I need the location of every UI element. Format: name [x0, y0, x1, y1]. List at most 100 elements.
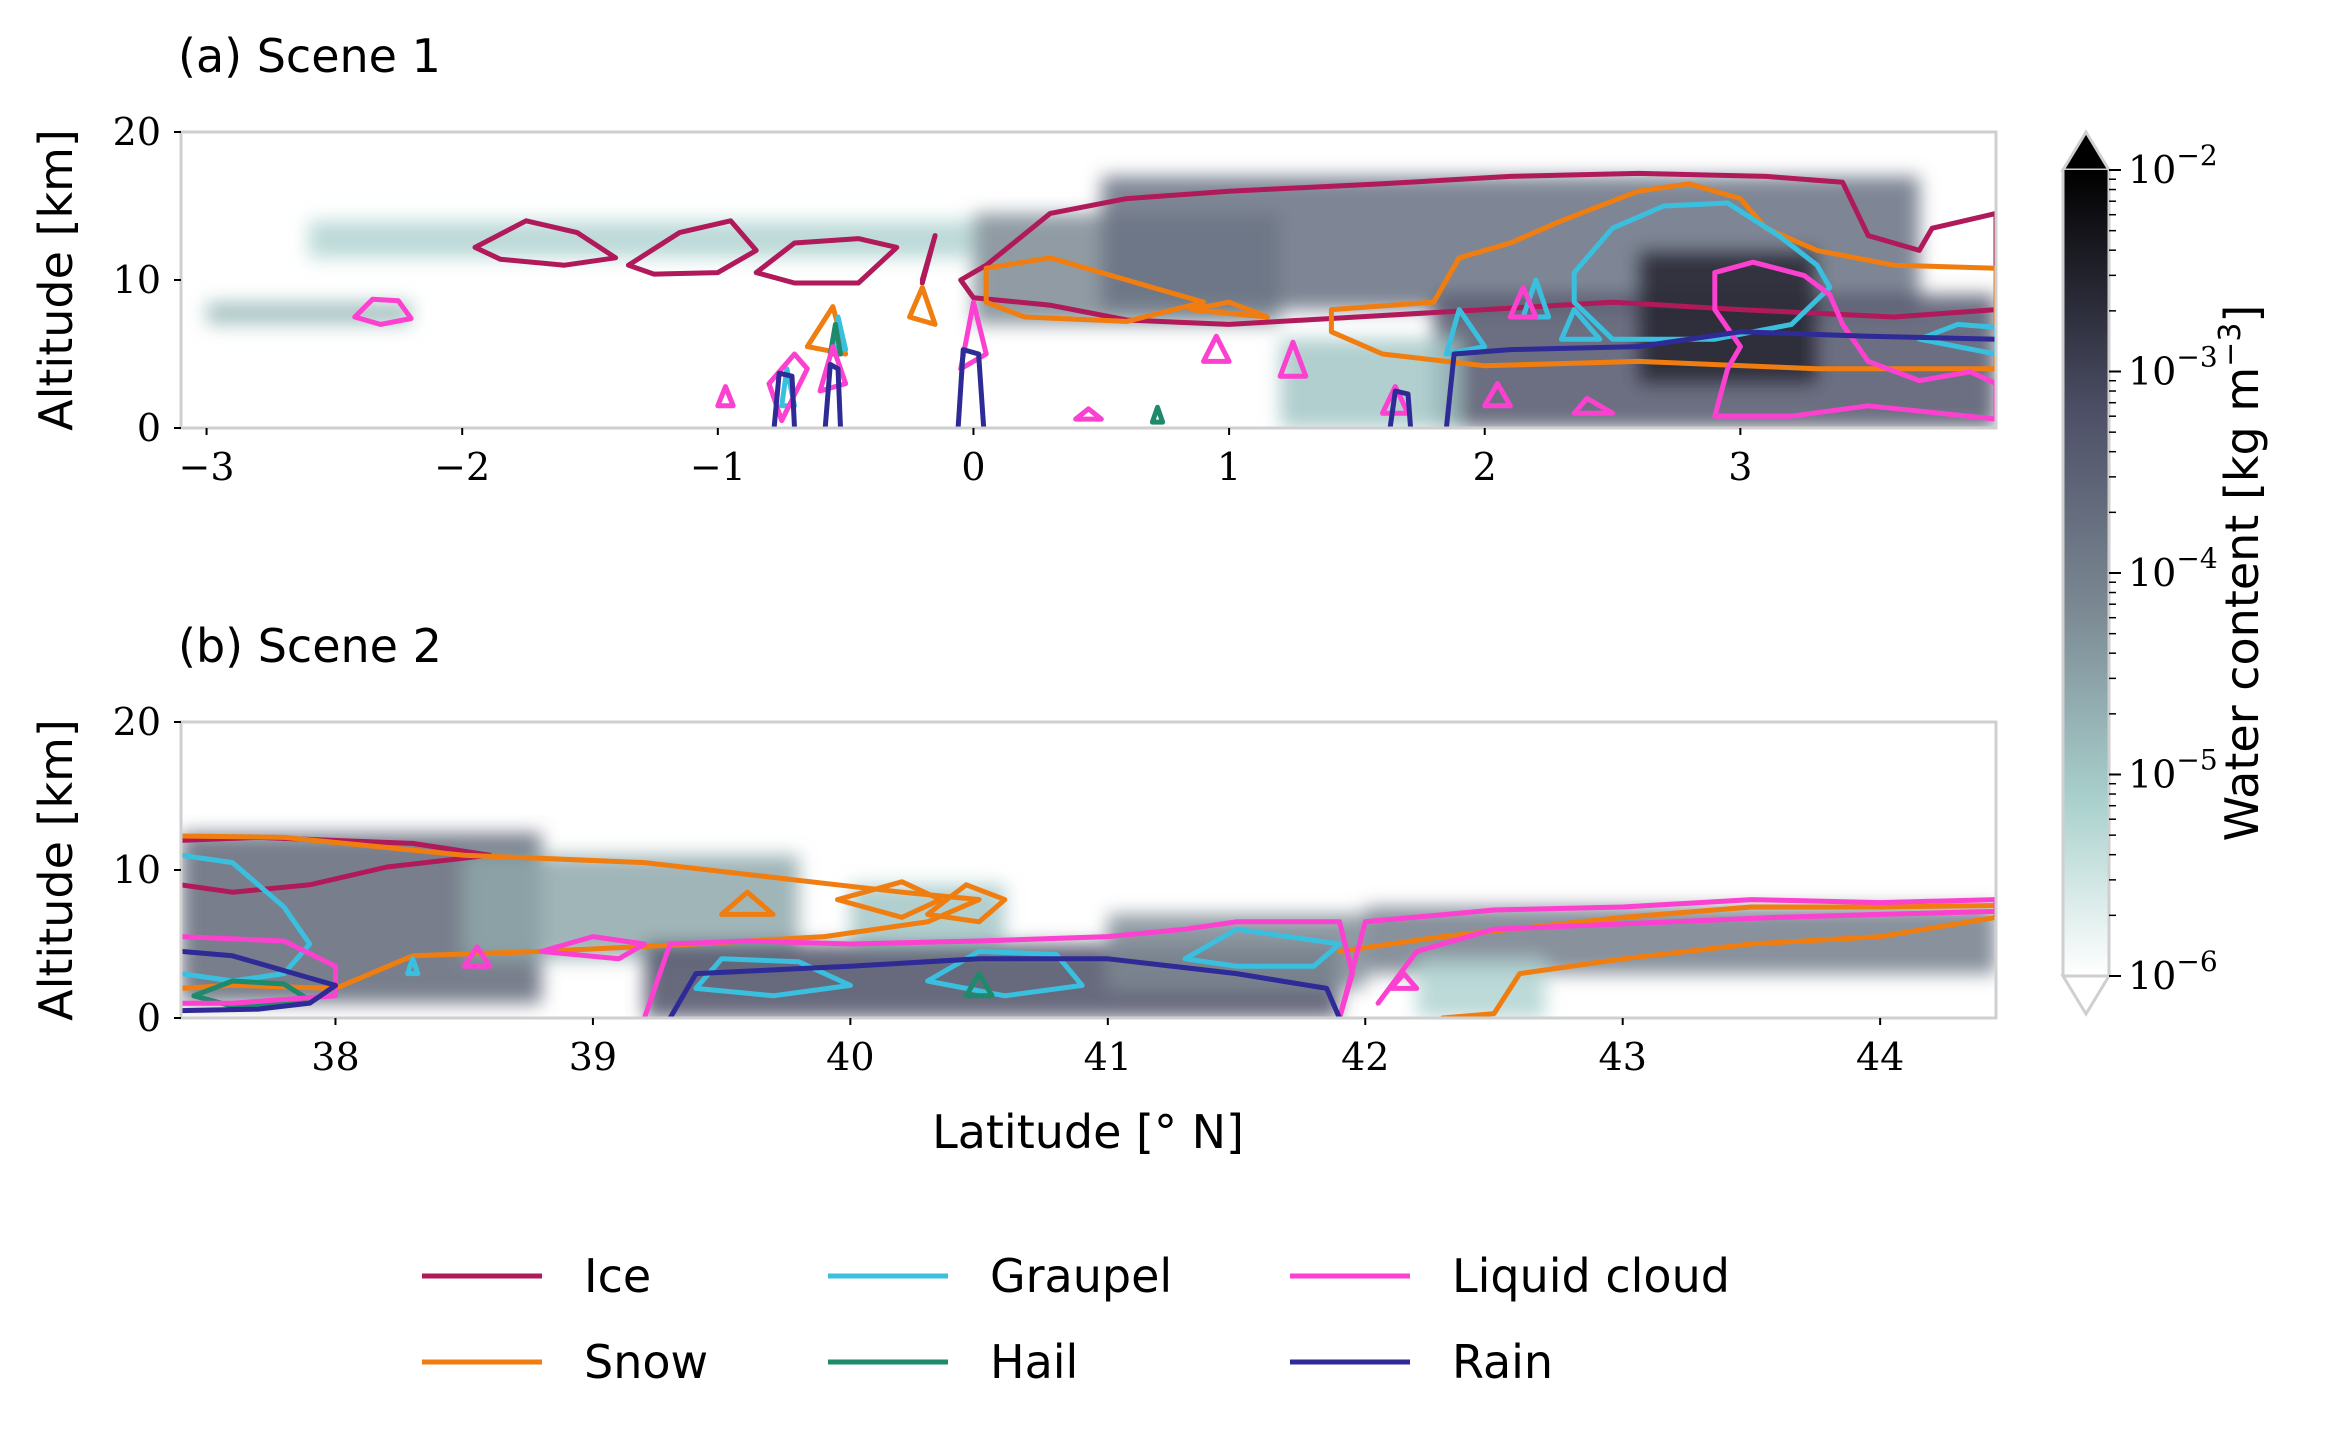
legend: Ice Snow Graupel Hail Liquid cloud Rain — [422, 1249, 1730, 1389]
x-axis-scene-2: 38 39 40 41 42 43 44 — [311, 1018, 1904, 1079]
contour-liquid-cloud-3 — [641, 919, 1355, 1018]
contour-snow-2 — [835, 879, 943, 920]
x-tick-label: −1 — [690, 445, 746, 489]
y-tick-label: 10 — [113, 848, 161, 892]
x-axis-scene-1: −3 −2 −1 0 1 2 3 — [179, 428, 1752, 489]
contour-snow-1 — [907, 284, 938, 327]
contour-graupel-4 — [1182, 926, 1342, 969]
colorbar-tick-label: 10−4 — [2128, 542, 2218, 595]
contour-graupel-6 — [1916, 321, 1996, 357]
colorbar-extend-top — [2060, 129, 2112, 172]
x-tick-label: 0 — [961, 445, 985, 489]
legend-item-hail: Hail — [828, 1335, 1078, 1389]
cloud-band-4 — [1107, 914, 1366, 989]
contour-ice-3 — [919, 233, 938, 286]
x-tick-label: 3 — [1728, 445, 1752, 489]
contour-snow-3 — [925, 882, 1008, 925]
colorbar-tick-label: 10−6 — [2128, 945, 2218, 998]
cloud-band-6 — [1280, 339, 1460, 428]
contour-hail-1 — [963, 971, 995, 999]
contour-graupel-2 — [693, 956, 853, 999]
contour-liquid-cloud-7 — [1277, 339, 1309, 379]
legend-label: Rain — [1452, 1335, 1553, 1389]
colorbar-tick-label: 10−2 — [2128, 139, 2218, 192]
y-tick-label: 0 — [137, 406, 161, 450]
contour-liquid-cloud-10 — [1482, 381, 1513, 409]
colorbar: 10−6 10−5 10−4 10−3 10−2 Water content [kg m… — [2060, 129, 2269, 1017]
contour-liquid-cloud-6 — [1201, 333, 1232, 364]
x-tick-label: −3 — [179, 445, 235, 489]
x-axis-label: Latitude [° N] — [932, 1105, 1244, 1159]
contour-liquid-cloud-1 — [461, 944, 493, 969]
hydrometeor-contours-scene-2 — [181, 833, 1996, 1018]
x-tick-label: 43 — [1599, 1035, 1647, 1079]
panel-title-scene-1: (a) Scene 1 — [178, 29, 441, 83]
contour-liquid-cloud-4 — [1337, 897, 1996, 1018]
y-axis-label-scene-1: Altitude [km] — [29, 129, 83, 431]
cloud-band-0 — [308, 220, 974, 258]
contour-ice-2 — [753, 236, 900, 286]
cloud-band-6 — [1416, 958, 1546, 1018]
contour-snow-2 — [983, 255, 1206, 324]
panel-scene-2: (b) Scene 2 38 39 40 41 42 43 44 0 10 20 Altitud… — [29, 619, 1998, 1159]
x-tick-label: 1 — [1217, 445, 1241, 489]
contour-hail-1 — [1149, 404, 1166, 425]
legend-item-snow: Snow — [422, 1335, 708, 1389]
legend-item-graupel: Graupel — [828, 1249, 1172, 1303]
x-tick-label: 42 — [1341, 1035, 1389, 1079]
legend-label: Graupel — [990, 1249, 1172, 1303]
contour-snow-0 — [181, 833, 982, 991]
contour-liquid-cloud-9 — [1507, 284, 1539, 320]
contour-rain-1 — [667, 956, 1342, 1018]
contour-liquid-cloud-0 — [352, 296, 414, 327]
contour-rain-1 — [822, 361, 843, 428]
x-tick-label: −2 — [434, 445, 490, 489]
contour-liquid-cloud-5 — [1388, 971, 1420, 991]
contour-rain-3 — [1387, 388, 1414, 428]
contour-snow-4 — [1328, 181, 1996, 372]
x-tick-label: 2 — [1473, 445, 1497, 489]
water-content-field-scene-1 — [206, 176, 1996, 428]
x-tick-label: 40 — [826, 1035, 874, 1079]
contour-liquid-cloud-1 — [715, 384, 736, 409]
cloud-band-1 — [206, 302, 412, 325]
colorbar-tick-label: 10−3 — [2128, 341, 2218, 394]
contour-liquid-cloud-12 — [1712, 259, 1996, 422]
legend-item-ice: Ice — [422, 1249, 651, 1303]
contour-ice-4 — [958, 170, 1996, 327]
y-tick-label: 20 — [113, 700, 161, 744]
colorbar-gradient — [2063, 170, 2109, 976]
colorbar-label: Water content [kg m−3] — [2213, 305, 2269, 842]
contour-liquid-cloud-11 — [1571, 395, 1615, 416]
legend-item-liquid-cloud: Liquid cloud — [1290, 1249, 1730, 1303]
contour-liquid-cloud-2 — [538, 934, 647, 962]
contour-liquid-cloud-8 — [1380, 384, 1411, 416]
contour-liquid-cloud-3 — [817, 344, 849, 394]
x-tick-label: 39 — [569, 1035, 617, 1079]
contour-ice-1 — [625, 218, 759, 277]
y-axis-label-scene-2: Altitude [km] — [29, 719, 83, 1021]
y-axis-scene-2: 0 10 20 — [113, 700, 181, 1040]
legend-label: Liquid cloud — [1452, 1249, 1730, 1303]
y-tick-label: 10 — [113, 258, 161, 302]
contour-snow-4 — [1337, 903, 1996, 1018]
x-tick-label: 44 — [1856, 1035, 1904, 1079]
contour-rain-4 — [1443, 329, 1996, 428]
contour-snow-3 — [1188, 299, 1270, 320]
y-tick-label: 0 — [137, 996, 161, 1040]
panel-scene-1: (a) Scene 1 −3 −2 −1 0 1 2 3 0 10 20 Altitude [k… — [29, 29, 1998, 489]
contour-rain-2 — [955, 347, 987, 428]
y-axis-scene-1: 0 10 20 — [113, 110, 181, 450]
contour-snow-1 — [719, 889, 776, 917]
legend-label: Snow — [584, 1335, 708, 1389]
contour-liquid-cloud-5 — [1073, 406, 1104, 422]
contour-graupel-1 — [405, 956, 421, 977]
contour-rain-0 — [771, 370, 797, 428]
x-tick-label: 38 — [311, 1035, 359, 1079]
legend-label: Hail — [990, 1335, 1078, 1389]
hydrometeor-contours-scene-1 — [352, 170, 1996, 428]
contour-liquid-cloud-4 — [958, 299, 989, 372]
colorbar-extend-bottom — [2060, 974, 2112, 1017]
x-tick-label: 41 — [1084, 1035, 1132, 1079]
